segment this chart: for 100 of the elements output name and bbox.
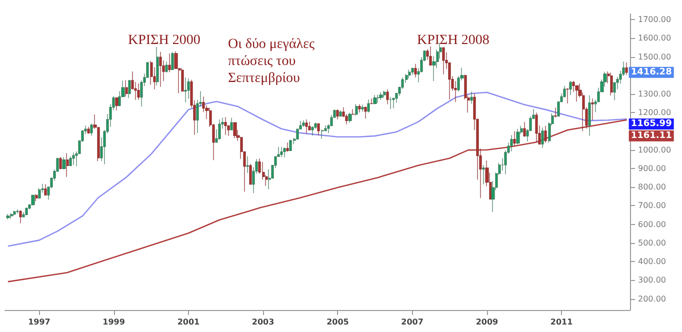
y-tick-label: 300.00 xyxy=(638,276,666,285)
candlestick xyxy=(317,123,320,136)
candlestick xyxy=(373,94,377,105)
candlestick xyxy=(470,91,473,104)
candlestick xyxy=(224,116,227,136)
candlestick xyxy=(159,51,162,88)
candlestick xyxy=(283,147,286,158)
candlestick xyxy=(268,168,271,190)
line-series xyxy=(7,92,628,247)
y-tick-label: 1200.00 xyxy=(638,108,672,118)
candlestick xyxy=(35,194,38,202)
candlestick xyxy=(59,156,62,170)
x-tick-label: 2005 xyxy=(326,318,350,326)
candlestick xyxy=(544,125,547,143)
candlestick xyxy=(10,212,13,220)
candlestick xyxy=(289,140,292,151)
candlestick xyxy=(13,210,16,216)
annotation: ΚΡΙΣΗ 2008 xyxy=(417,33,490,48)
candlestick xyxy=(249,164,252,185)
y-tick-label: 700.00 xyxy=(638,201,666,210)
candlestick xyxy=(591,98,594,121)
x-tick-label: 2003 xyxy=(252,318,274,326)
candlestick xyxy=(128,80,131,98)
candlestick xyxy=(19,210,22,224)
y-tick-label: 400.00 xyxy=(638,257,666,266)
candlestick xyxy=(392,97,395,108)
candlestick xyxy=(569,80,572,96)
candlestick xyxy=(22,212,25,218)
candlestick xyxy=(429,46,432,66)
candlestick xyxy=(31,194,35,206)
candlestick xyxy=(6,214,10,220)
candlestick xyxy=(38,188,41,200)
y-tick-label: 800.00 xyxy=(638,182,666,192)
x-tick-label: 1997 xyxy=(28,318,50,326)
candlestick xyxy=(377,94,380,104)
candlestick xyxy=(355,104,358,116)
candlestick xyxy=(137,83,140,100)
candlestick xyxy=(554,107,557,118)
candlestick xyxy=(90,123,93,136)
candlestick xyxy=(25,207,28,216)
x-tick-label: 2011 xyxy=(550,318,574,326)
candlestick xyxy=(72,152,75,166)
candlestick xyxy=(336,109,339,120)
candlestick xyxy=(125,80,128,97)
candlestick xyxy=(364,106,367,119)
candlestick xyxy=(171,52,174,70)
y-tick-label: 500.00 xyxy=(638,238,666,248)
candlestick xyxy=(69,156,72,167)
y-tick-label: 1300.00 xyxy=(638,90,672,99)
candlestick xyxy=(218,119,221,140)
candlestick xyxy=(66,152,69,178)
candlestick xyxy=(442,46,445,75)
y-tick-label: 900.00 xyxy=(638,164,666,174)
candlestick xyxy=(184,77,187,103)
x-tick-label: 2009 xyxy=(476,318,499,326)
candlestick xyxy=(348,112,352,124)
candlestick xyxy=(352,108,355,116)
x-tick-label: 2007 xyxy=(401,318,424,326)
candlestick xyxy=(246,156,249,174)
candlestick xyxy=(305,119,308,134)
candlestick xyxy=(370,98,373,104)
y-tick-label: 1500.00 xyxy=(638,52,672,62)
candlestick xyxy=(563,86,566,98)
x-tick-label: 2001 xyxy=(177,318,200,326)
candlestick xyxy=(541,127,544,148)
data-label: 1165.99 xyxy=(630,119,672,129)
candlestick xyxy=(414,64,417,78)
y-tick-label: 600.00 xyxy=(638,220,666,229)
y-tick-label: 1000.00 xyxy=(638,145,672,154)
x-tick-label: 1999 xyxy=(102,318,126,326)
candlestick xyxy=(321,129,324,140)
candlestick xyxy=(411,68,414,76)
candlestick xyxy=(625,62,628,76)
candlestick xyxy=(523,122,526,137)
candlestick xyxy=(311,126,314,136)
candlestick xyxy=(386,88,389,105)
candlestick xyxy=(308,121,311,131)
candlestick xyxy=(115,96,119,111)
data-label: 1161.11 xyxy=(630,130,672,141)
candlestick xyxy=(44,184,47,196)
candlestick xyxy=(165,61,168,73)
annotation: 1416.28 xyxy=(630,67,672,78)
candlestick xyxy=(62,156,66,170)
candlestick xyxy=(358,104,361,113)
candlestick xyxy=(389,96,392,110)
annotation: ΚΡΙΣΗ 2000 xyxy=(128,33,200,48)
candlestick xyxy=(187,78,190,100)
candlestick xyxy=(302,120,305,128)
candlestick xyxy=(286,142,289,152)
y-tick-label: 1700.00 xyxy=(638,15,672,24)
candlestick xyxy=(566,88,569,104)
candlestick xyxy=(233,122,237,138)
candlestick xyxy=(379,92,383,100)
candlestick xyxy=(610,72,613,96)
candlestick xyxy=(150,60,153,86)
candlestick xyxy=(408,69,411,79)
candlestick xyxy=(181,68,184,92)
candlestick xyxy=(516,128,520,145)
candlestick xyxy=(87,126,90,134)
candlestick xyxy=(510,134,513,152)
